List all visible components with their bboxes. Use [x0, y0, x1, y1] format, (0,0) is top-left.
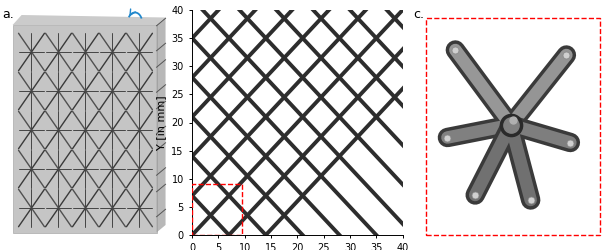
Y-axis label: Y [in mm]: Y [in mm] [156, 95, 166, 150]
Polygon shape [13, 25, 157, 233]
Bar [192, 184, 242, 235]
Text: c.: c. [414, 8, 425, 20]
Polygon shape [13, 15, 165, 25]
Text: a.: a. [2, 8, 13, 20]
Bar [426, 18, 600, 235]
Text: b.: b. [165, 0, 177, 3]
Polygon shape [157, 18, 165, 233]
